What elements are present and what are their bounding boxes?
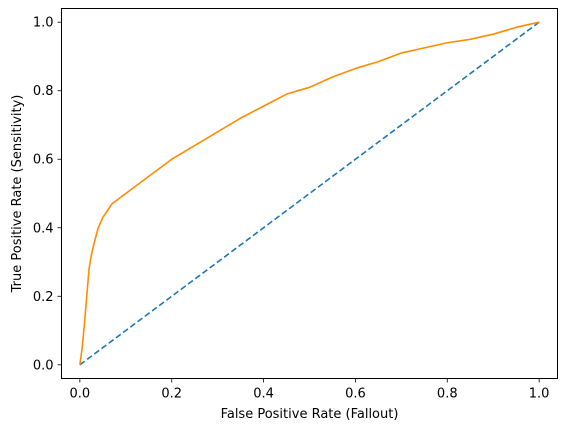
y-tick-label: 0.2 (33, 290, 54, 305)
y-tick-label: 0.0 (33, 358, 54, 373)
y-tick-label: 1.0 (33, 16, 54, 31)
roc-curve-line (79, 21, 540, 365)
x-tick-label: 1.0 (529, 387, 550, 402)
y-axis-label: True Positive Rate (Sensitivity) (10, 95, 25, 294)
x-tick-label: 0.0 (70, 387, 91, 402)
baseline-diagonal-line (79, 21, 540, 366)
x-axis-ticks: 0.0 0.2 0.4 0.6 0.8 1.0 (70, 378, 550, 402)
plot-area: 0.0 0.2 0.4 0.6 0.8 1.0 0.0 0.2 0.4 0.6 0.8 1.0 (33, 8, 558, 402)
plot-frame (61, 8, 558, 379)
y-tick-label: 0.4 (33, 221, 54, 236)
y-tick-label: 0.8 (33, 84, 54, 99)
y-axis-ticks: 0.0 0.2 0.4 0.6 0.8 1.0 (33, 16, 62, 373)
series-layer (79, 21, 540, 366)
x-tick-label: 0.6 (345, 387, 366, 402)
x-tick-label: 0.2 (161, 387, 182, 402)
x-axis-label: False Positive Rate (Fallout) (221, 407, 399, 422)
x-tick-label: 0.8 (437, 387, 458, 402)
y-tick-label: 0.6 (33, 153, 54, 168)
x-tick-label: 0.4 (253, 387, 274, 402)
